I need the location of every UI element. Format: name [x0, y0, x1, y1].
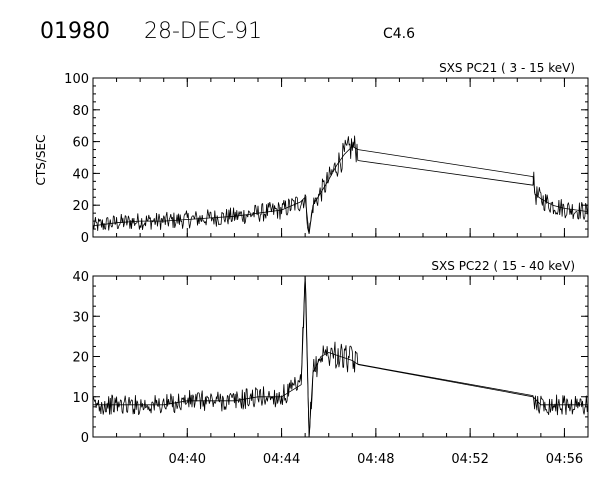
x-tick-label: 04:44: [263, 452, 300, 467]
x-tick-labels: 04:40 04:44 04:48 04:52 04:56: [169, 452, 584, 467]
event-id: 01980: [40, 19, 110, 44]
y-tick-label: 20: [72, 199, 89, 214]
y-axis-label: CTS/SEC: [34, 135, 48, 186]
panel-pc22: SXS PC22 ( 15 - 40 keV) 0 10 20 30 40: [72, 259, 589, 446]
y-tick-label: 100: [64, 72, 89, 87]
series-anchors: [92, 146, 589, 234]
y-tick-label: 60: [72, 136, 89, 151]
y-tick-label: 30: [72, 310, 89, 325]
x-tick-label: 04:48: [357, 452, 394, 467]
x-tick-label: 04:40: [169, 452, 206, 467]
flare-class: C4.6: [383, 26, 415, 42]
panel-pc21: SXS PC21 ( 3 - 15 keV) CTS/SEC 0 20 40 60 80…: [34, 61, 589, 246]
series-line-pc21: [92, 135, 589, 234]
tick-labels-pc21: 0 20 40 60 80 100: [64, 72, 89, 246]
series-line-pc22: [92, 275, 589, 438]
y-tick-label: 40: [72, 270, 89, 285]
panel-title-pc22: SXS PC22 ( 15 - 40 keV): [431, 259, 575, 273]
tick-labels-pc22: 0 10 20 30 40: [72, 270, 89, 446]
x-tick-label: 04:56: [546, 452, 583, 467]
event-date: 28-DEC-91: [144, 19, 262, 44]
y-tick-label: 20: [72, 351, 89, 366]
x-tick-label: 04:52: [451, 452, 488, 467]
y-tick-label: 80: [72, 104, 89, 119]
y-tick-label: 40: [72, 167, 89, 182]
y-tick-label: 0: [81, 431, 89, 446]
panel-title-pc21: SXS PC21 ( 3 - 15 keV): [439, 61, 575, 75]
y-tick-label: 0: [81, 231, 89, 246]
ticks-pc22: [92, 275, 589, 438]
series-anchors: [93, 275, 588, 438]
y-tick-label: 10: [72, 391, 89, 406]
